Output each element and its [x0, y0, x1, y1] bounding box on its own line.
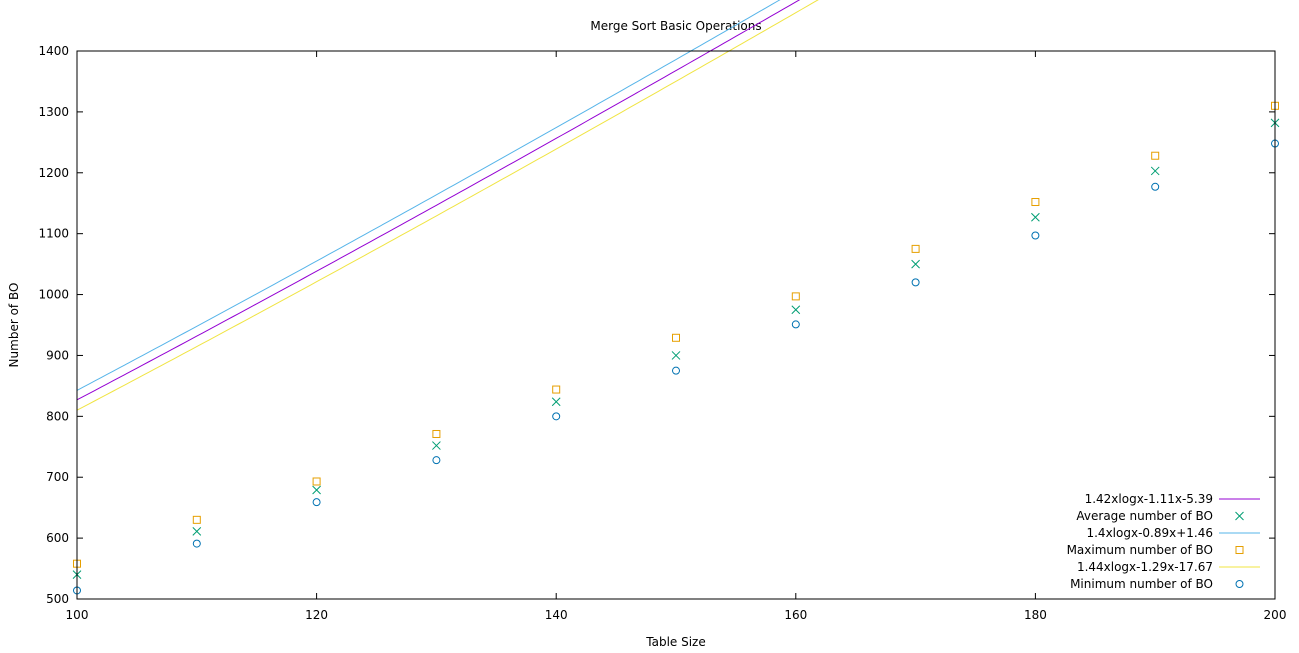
square-point	[312, 477, 321, 486]
circle-point	[192, 539, 201, 548]
plot-frame	[76, 50, 1276, 600]
legend-marker-sample	[1235, 511, 1244, 521]
cross-point	[312, 485, 321, 495]
legend-marker-sample	[1235, 546, 1244, 554]
fit-line-series-4	[76, 0, 819, 411]
y-tick-label: 800	[46, 409, 69, 423]
plot-area	[72, 0, 1280, 595]
x-tick-label: 160	[784, 608, 807, 622]
square-point	[192, 515, 201, 524]
x-tick-label: 200	[1264, 608, 1287, 622]
y-tick-label: 1400	[38, 44, 69, 58]
legend-label: 1.4xlogx-0.89x+1.46	[1086, 526, 1213, 540]
square-point	[1151, 151, 1160, 160]
y-tick-label: 1300	[38, 105, 69, 119]
y-axis-label: Number of BO	[7, 283, 21, 368]
square-point	[432, 429, 441, 438]
cross-point	[911, 259, 920, 269]
x-tick-label: 180	[1024, 608, 1047, 622]
chart-title: Merge Sort Basic Operations	[590, 19, 761, 33]
y-tick-label: 900	[46, 348, 69, 362]
square-point	[1031, 198, 1040, 207]
y-tick-label: 600	[46, 531, 69, 545]
square-point	[911, 244, 920, 253]
circle-point	[432, 456, 441, 465]
circle-point	[1031, 231, 1040, 240]
circle-point	[911, 278, 920, 287]
cross-point	[1031, 212, 1040, 222]
legend-label: Maximum number of BO	[1067, 543, 1213, 557]
circle-point	[1151, 182, 1160, 191]
x-axis-label: Table Size	[645, 635, 705, 649]
circle-point	[791, 320, 800, 329]
cross-point	[671, 351, 681, 360]
legend-label: 1.42xlogx-1.11x-5.39	[1085, 492, 1213, 506]
fit-line-series-2	[76, 0, 781, 391]
square-point	[552, 385, 561, 394]
circle-point	[552, 412, 561, 421]
legend: 1.42xlogx-1.11x-5.39 Average number of BO…	[1067, 492, 1260, 591]
cross-point	[192, 527, 202, 536]
legend-label: Minimum number of BO	[1070, 577, 1213, 591]
circle-point	[312, 498, 321, 507]
x-tick-label: 120	[305, 608, 328, 622]
y-tick-label: 1100	[38, 227, 69, 241]
cross-point	[1150, 166, 1160, 176]
x-tick-label: 100	[66, 608, 89, 622]
legend-marker-sample	[1235, 580, 1244, 588]
square-point	[672, 333, 680, 342]
legend-label: 1.44xlogx-1.29x-17.67	[1077, 560, 1213, 574]
fit-line-series-0	[76, 0, 801, 401]
y-tick-label: 700	[46, 470, 69, 484]
y-tick-label: 500	[46, 592, 69, 606]
y-tick-label: 1000	[38, 288, 69, 302]
cross-point	[551, 397, 561, 407]
y-tick-label: 1200	[38, 166, 69, 180]
cross-point	[432, 441, 441, 450]
legend-label: Average number of BO	[1076, 509, 1213, 523]
square-point	[791, 292, 800, 301]
circle-point	[672, 366, 680, 375]
x-tick-label: 140	[545, 608, 568, 622]
cross-point	[791, 305, 801, 315]
